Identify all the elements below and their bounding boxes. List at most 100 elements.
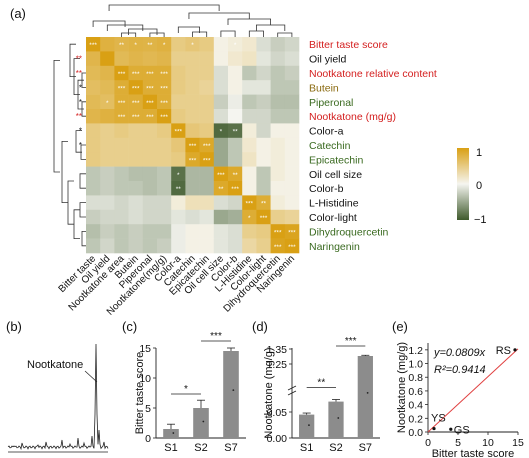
significance-mark: * (134, 42, 137, 49)
heatmap-cell (86, 80, 101, 95)
heatmap-cell (157, 51, 172, 67)
y-tick-label: 0 (145, 433, 151, 445)
colorbar-tick-low: −1 (474, 214, 487, 226)
heatmap-cell (171, 123, 186, 139)
heatmap-row-label: Color-light (309, 212, 357, 224)
heatmap-cell (142, 224, 158, 239)
heatmap-cell (142, 166, 158, 182)
heatmap-cell (270, 195, 286, 211)
heatmap-cell (114, 123, 129, 139)
heatmap-cell (213, 152, 229, 167)
heatmap-cell (185, 109, 200, 124)
heatmap-cell (114, 80, 129, 95)
heatmap-cell (142, 123, 158, 139)
y-tick-label: 0.6 (408, 386, 423, 398)
y-tick-label: 10 (139, 373, 151, 385)
heatmap-cell (284, 37, 300, 52)
heatmap-cell (213, 209, 229, 225)
heatmap-cell (128, 209, 144, 225)
heatmap-cell (114, 109, 129, 124)
dendrogram-link (61, 141, 68, 203)
heatmap-cell (128, 238, 144, 254)
heatmap-cell (100, 195, 115, 211)
heatmap-cell (213, 37, 229, 52)
heatmap-cell (256, 65, 271, 81)
significance-mark: * (220, 129, 223, 136)
heatmap-row-label: Nootkatone (mg/g) (309, 111, 396, 123)
data-point (337, 417, 340, 419)
dendrogram-link (92, 20, 126, 27)
heatmap-cell (284, 109, 300, 124)
heatmap-cell (270, 37, 286, 52)
heatmap-row-label: Epicatechin (309, 154, 363, 166)
heatmap-cell (185, 209, 200, 225)
heatmap-cell (256, 109, 271, 124)
dendrogram-link (79, 173, 86, 189)
heatmap-cell (228, 224, 243, 239)
bar (299, 414, 315, 438)
heatmap-cell (100, 123, 115, 139)
heatmap-cell (171, 109, 186, 124)
heatmap-cell (114, 209, 129, 225)
significance-mark: *** (274, 244, 282, 251)
heatmap-row-label: Oil yield (309, 54, 347, 66)
correlation-scatter: 0.0 0.20.4 0.6 0.81.0 1.2 0 5 10 15 YS GS RS y=0.080… (396, 342, 524, 458)
heatmap-cell (100, 224, 115, 239)
heatmap-cell (185, 152, 200, 167)
heatmap-cell (171, 37, 186, 52)
heatmap-cell (256, 209, 271, 225)
heatmap-cell (270, 224, 286, 239)
heatmap-cell (100, 37, 115, 52)
heatmap-cell (157, 238, 172, 254)
heatmap-cell (213, 65, 229, 81)
heatmap-cell (114, 224, 129, 239)
heatmap-cell (270, 137, 286, 153)
significance-mark: ** (119, 42, 125, 49)
heatmap-cell (114, 65, 129, 81)
heatmap-row-label: Nootkatone relative content (309, 68, 437, 80)
y-tick-label: 1.2 (408, 345, 423, 357)
heatmap-cell (228, 37, 243, 52)
significance-mark: *** (160, 114, 168, 121)
heatmap-cell (242, 109, 257, 124)
heatmap-cell (185, 80, 200, 95)
heatmap-cell (171, 224, 186, 239)
heatmap-cell (128, 37, 144, 52)
heatmap-cell (142, 37, 158, 52)
heatmap-cell (270, 181, 286, 196)
heatmap-cell (86, 238, 101, 254)
data-point (232, 389, 235, 392)
heatmap-cell (185, 166, 200, 182)
heatmap-cell (114, 94, 129, 110)
heatmap-cell (157, 37, 172, 52)
heatmap-cell (157, 109, 172, 124)
heatmap-cell (86, 195, 101, 211)
heatmap-cell (256, 80, 271, 95)
significance-mark: ** (317, 378, 325, 389)
heatmap-cell (171, 181, 186, 196)
heatmap-cell (86, 51, 101, 67)
panel-label-b: (b) (6, 319, 22, 334)
heatmap-cell (270, 123, 286, 139)
heatmap-left-marker: ** (76, 55, 82, 64)
heatmap-cell (199, 37, 215, 52)
heatmap-cell (228, 80, 243, 95)
heatmap-cell (228, 152, 243, 167)
heatmap-cell (100, 109, 115, 124)
heatmap-cell (242, 224, 257, 239)
significance-mark: ** (233, 129, 239, 136)
heatmap-cell (185, 224, 200, 239)
significance-mark: *** (231, 186, 239, 193)
heatmap-cell (86, 181, 101, 196)
heatmap-cell (100, 94, 115, 110)
heatmap-cell (128, 137, 144, 153)
heatmap-cell (157, 65, 172, 81)
heatmap-cell (213, 181, 229, 196)
heatmap-cell (157, 209, 172, 225)
heatmap-cell (142, 65, 158, 81)
heatmap-panel: *** ** * ** * * **** *** *** ****** *** *** **** *** *… (53, 4, 487, 318)
heatmap-cell (142, 195, 158, 211)
heatmap-cell (284, 123, 300, 139)
